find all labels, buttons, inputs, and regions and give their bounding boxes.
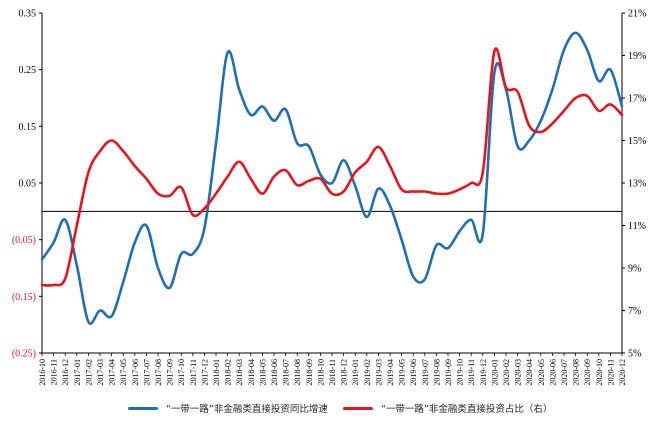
- x-axis-tick-label: 2018-08: [293, 359, 302, 386]
- legend-label-share: “一带一路”非金融类直接投资占比（右）: [381, 404, 553, 415]
- x-axis-tick-label: 2019-01: [351, 359, 360, 386]
- x-axis-tick-label: 2019-03: [374, 359, 383, 386]
- x-axis-tick-label: 2017-12: [200, 359, 209, 386]
- x-axis-tick-label: 2017-04: [108, 359, 117, 386]
- legend-item-growth: “一带一路”非金融类直接投资同比增速: [128, 401, 328, 415]
- x-axis-tick-label: 2019-11: [467, 359, 476, 385]
- x-axis-tick-label: 2017-10: [177, 359, 186, 386]
- chart-legend: “一带一路”非金融类直接投资同比增速 “一带一路”非金融类直接投资占比（右）: [0, 398, 662, 420]
- x-axis-tick-label: 2017-07: [142, 359, 151, 386]
- x-axis-tick-label: 2017-09: [166, 359, 175, 386]
- x-axis-tick-label: 2020-06: [548, 359, 557, 386]
- x-axis-tick-label: 2018-04: [247, 359, 256, 386]
- x-axis-tick-label: 2018-12: [340, 359, 349, 386]
- left-axis-tick-label: 0.15: [19, 122, 37, 133]
- x-axis-tick-label: 2020-03: [514, 359, 523, 386]
- x-axis-tick-label: 2018-05: [258, 359, 267, 386]
- right-axis-tick-label: 21%: [628, 9, 646, 20]
- right-axis-tick-label: 11%: [628, 221, 646, 232]
- left-axis-tick-label: (0.05): [12, 235, 36, 246]
- x-axis-tick-label: 2019-12: [479, 359, 488, 386]
- series-line-growth: [40, 31, 624, 325]
- x-axis-tick-label: 2020-07: [560, 359, 569, 386]
- left-axis-tick-label: 0.35: [19, 9, 37, 20]
- x-axis-tick-label: 2017-06: [131, 359, 140, 386]
- x-axis-tick-label: 2017-05: [119, 359, 128, 386]
- right-axis-tick-label: 5%: [628, 349, 641, 360]
- x-axis-tick-label: 2018-02: [224, 359, 233, 386]
- x-axis-tick-label: 2018-11: [328, 359, 337, 385]
- x-axis-tick-label: 2019-09: [444, 359, 453, 386]
- x-axis-tick-label: 2018-07: [282, 359, 291, 386]
- right-axis-tick-label: 15%: [628, 136, 646, 147]
- x-axis-tick-label: 2018-03: [235, 359, 244, 386]
- left-axis-tick-label: 0.05: [19, 179, 37, 190]
- x-axis-tick-label: 2017-08: [154, 359, 163, 386]
- x-axis-tick-label: 2016-12: [61, 359, 70, 386]
- legend-label-growth: “一带一路”非金融类直接投资同比增速: [166, 404, 328, 415]
- x-axis-tick-label: 2020-04: [525, 359, 534, 386]
- x-axis-tick-label: 2019-10: [456, 359, 465, 386]
- x-axis-tick-label: 2018-09: [305, 359, 314, 386]
- x-axis-tick-label: 2017-11: [189, 359, 198, 385]
- right-axis-tick-label: 7%: [628, 306, 641, 317]
- line-chart: 0.35 0.25 0.15 0.05 (0.05) (0.15) (0.25) 21% 19%…: [12, 9, 647, 386]
- left-axis-tick-label: (0.15): [12, 292, 36, 303]
- x-axis-tick-label: 2020-10: [595, 359, 604, 386]
- left-axis-tick-label: 0.25: [19, 65, 37, 76]
- left-axis-tick-label: (0.25): [12, 349, 36, 360]
- x-axis-tick-label: 2020-11: [606, 359, 615, 385]
- right-axis-tick-label: 13%: [628, 179, 646, 190]
- x-axis-tick-label: 2019-07: [421, 359, 430, 386]
- x-axis-tick-label: 2017-01: [73, 359, 82, 386]
- x-axis-tick-label: 2020-05: [537, 359, 546, 386]
- x-axis-tick-label: 2020-12: [618, 359, 627, 386]
- series-line-share: [40, 47, 624, 287]
- x-axis-tick-label: 2020-01: [490, 359, 499, 386]
- legend-item-share: “一带一路”非金融类直接投资占比（右）: [343, 401, 552, 415]
- x-axis-tick-label: 2016-11: [50, 359, 59, 385]
- x-axis-tick-label: 2016-10: [38, 359, 47, 386]
- x-axis-tick-label: 2019-04: [386, 359, 395, 386]
- x-axis-tick-label: 2020-09: [583, 359, 592, 386]
- x-axis-tick-label: 2017-02: [84, 359, 93, 386]
- legend-swatch-share: [343, 406, 373, 410]
- right-axis-tick-label: 9%: [628, 264, 641, 275]
- x-axis-tick-label: 2018-10: [316, 359, 325, 386]
- x-axis-tick-label: 2018-01: [212, 359, 221, 386]
- x-axis-tick-label: 2020-08: [572, 359, 581, 386]
- x-axis-tick-label: 2017-03: [96, 359, 105, 386]
- right-axis-tick-label: 19%: [628, 51, 646, 62]
- legend-swatch-growth: [128, 406, 158, 410]
- x-axis-tick-label: 2019-02: [363, 359, 372, 386]
- x-axis-tick-label: 2019-05: [398, 359, 407, 386]
- x-axis-tick-label: 2018-06: [270, 359, 279, 386]
- x-axis-tick-label: 2019-08: [432, 359, 441, 386]
- x-axis-tick-label: 2019-06: [409, 359, 418, 386]
- right-axis-tick-label: 17%: [628, 94, 646, 105]
- x-axis-tick-label: 2020-02: [502, 359, 511, 386]
